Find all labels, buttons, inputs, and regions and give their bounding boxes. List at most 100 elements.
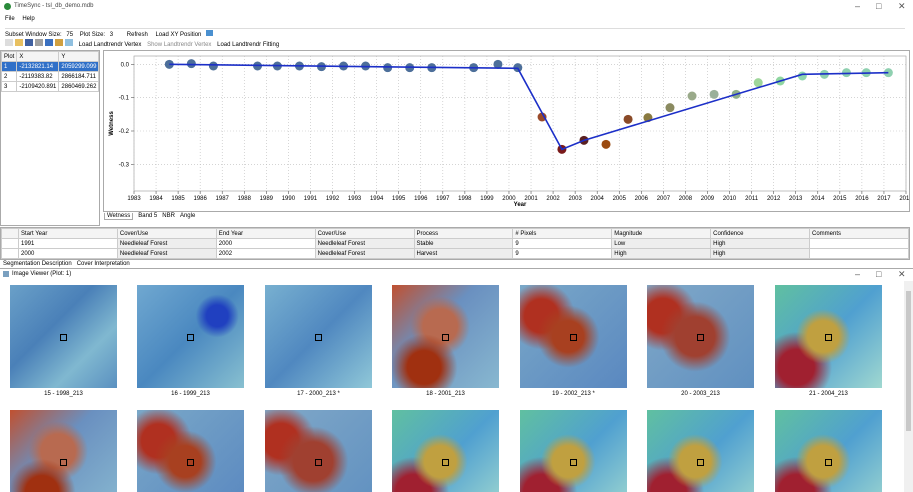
cell[interactable]: 9	[512, 238, 613, 249]
icon[interactable]	[5, 39, 13, 46]
column-header: Start Year	[18, 228, 118, 239]
cell[interactable]: 9	[512, 248, 613, 259]
cell: 2059299.099	[58, 61, 100, 72]
tab[interactable]: Wetness	[104, 213, 134, 220]
button[interactable]: Show Landtrendr Vertex	[147, 42, 212, 48]
x-tick-label: 1990	[282, 196, 296, 202]
cell[interactable]: High	[710, 238, 810, 249]
icon[interactable]	[15, 39, 23, 46]
column-header: Process	[413, 228, 514, 239]
plot-row[interactable]: 2 -2119383.82 2866184.711	[0, 71, 100, 82]
cell[interactable]: High	[611, 248, 712, 259]
menu-item[interactable]: Help	[22, 16, 35, 22]
thumbnail[interactable]	[10, 285, 117, 388]
plot-area	[133, 55, 907, 192]
label: Subset Window Size:	[5, 32, 62, 38]
tab[interactable]: Angle	[179, 213, 196, 219]
thumbnail[interactable]	[10, 410, 117, 492]
data-point	[537, 112, 547, 122]
cell[interactable]: Needleleaf Forest	[116, 248, 217, 259]
x-tick-label: 1984	[149, 196, 163, 202]
icon[interactable]	[206, 30, 214, 36]
minimize[interactable]: –	[855, 269, 861, 279]
app-icon	[4, 3, 11, 10]
x-tick-label: 1988	[238, 196, 252, 202]
interp-row: 1991 Needleleaf Forest 2000 Needleleaf Fore…	[1, 238, 909, 249]
cell[interactable]: Low	[611, 238, 712, 249]
thumbnail[interactable]	[137, 410, 244, 492]
input[interactable]: 75	[66, 32, 74, 38]
icon[interactable]	[35, 39, 43, 46]
scroll-thumb[interactable]	[906, 291, 911, 431]
scrollbar[interactable]	[904, 281, 913, 492]
thumbnail[interactable]	[775, 410, 882, 492]
cell[interactable]: Needleleaf Forest	[314, 238, 415, 249]
plot-marker	[315, 334, 322, 341]
thumbnail[interactable]	[137, 285, 244, 388]
x-tick-label: 1992	[326, 196, 340, 202]
input[interactable]: 3	[109, 32, 114, 38]
interpretation-panel: Start Year Cover/Use End Year Cover/Use Proc…	[0, 227, 910, 260]
cell[interactable]: High	[710, 248, 810, 259]
tab[interactable]: Cover Interpretation	[76, 261, 130, 267]
cell[interactable]: 2000	[215, 238, 316, 249]
plot-row[interactable]: 1 -2132821.14 2059299.099	[0, 61, 100, 72]
y-tick-label: 0.0	[121, 62, 130, 68]
thumbnail[interactable]	[647, 285, 754, 388]
thumbnail-caption: 17 - 2000_213 *	[297, 391, 340, 397]
y-axis-label: Wetness	[109, 111, 115, 136]
thumbnail-caption: 20 - 2003_213	[681, 391, 720, 397]
thumbnail[interactable]	[520, 285, 627, 388]
data-point	[601, 139, 611, 149]
cell[interactable]: 2002	[215, 248, 316, 259]
button[interactable]: Load Landtrendr Fitting	[217, 42, 280, 48]
cell[interactable]: Needleleaf Forest	[314, 248, 415, 259]
icon[interactable]	[65, 39, 73, 46]
thumbnail[interactable]	[265, 285, 372, 388]
thumbnail-caption: 18 - 2001_213	[426, 391, 465, 397]
x-tick-label: 2001	[524, 196, 538, 202]
menu-bar: File Help	[5, 16, 35, 22]
tab[interactable]: NBR	[162, 213, 175, 219]
column-header: Plot	[0, 51, 18, 62]
x-tick-label: 1987	[216, 196, 230, 202]
cell: -2119383.82	[16, 71, 60, 82]
cell[interactable]: Harvest	[413, 248, 514, 259]
column-header: X	[16, 51, 60, 62]
menu-item[interactable]: File	[5, 16, 15, 22]
cell[interactable]	[809, 238, 909, 249]
cell[interactable]: 2000	[18, 248, 118, 259]
plot-marker	[60, 459, 67, 466]
button[interactable]: Refresh	[126, 32, 148, 38]
icon[interactable]	[55, 39, 63, 46]
column-header: Y	[58, 51, 100, 62]
tab[interactable]: Segmentation Description	[3, 261, 72, 267]
button[interactable]: Load Landtrendr Vertex	[78, 42, 142, 48]
thumbnail[interactable]	[265, 410, 372, 492]
thumbnail[interactable]	[647, 410, 754, 492]
cell[interactable]: 1991	[18, 238, 118, 249]
thumbnail[interactable]	[775, 285, 882, 388]
thumbnail[interactable]	[392, 285, 499, 388]
close[interactable]: ✕	[898, 1, 906, 11]
close[interactable]: ✕	[898, 269, 906, 279]
cell[interactable]: Needleleaf Forest	[116, 238, 217, 249]
cell[interactable]	[809, 248, 909, 259]
plot-row[interactable]: 3 -2109420.891 2860469.262	[0, 81, 100, 92]
plot-marker	[442, 459, 449, 466]
tab[interactable]: Band 5	[138, 213, 158, 219]
x-tick-label: 2014	[811, 196, 825, 202]
maximize[interactable]: □	[876, 269, 882, 279]
minimize[interactable]: –	[855, 1, 861, 11]
thumbnail[interactable]	[392, 410, 499, 492]
maximize[interactable]: □	[876, 1, 882, 11]
icon[interactable]	[45, 39, 53, 46]
data-point	[164, 59, 174, 69]
button[interactable]: Load XY Position	[155, 32, 202, 38]
thumbnail[interactable]	[520, 410, 627, 492]
data-point	[186, 59, 196, 69]
x-tick-label: 1998	[458, 196, 472, 202]
cell[interactable]: Stable	[413, 238, 514, 249]
plot-marker	[697, 334, 704, 341]
icon[interactable]	[25, 39, 33, 46]
